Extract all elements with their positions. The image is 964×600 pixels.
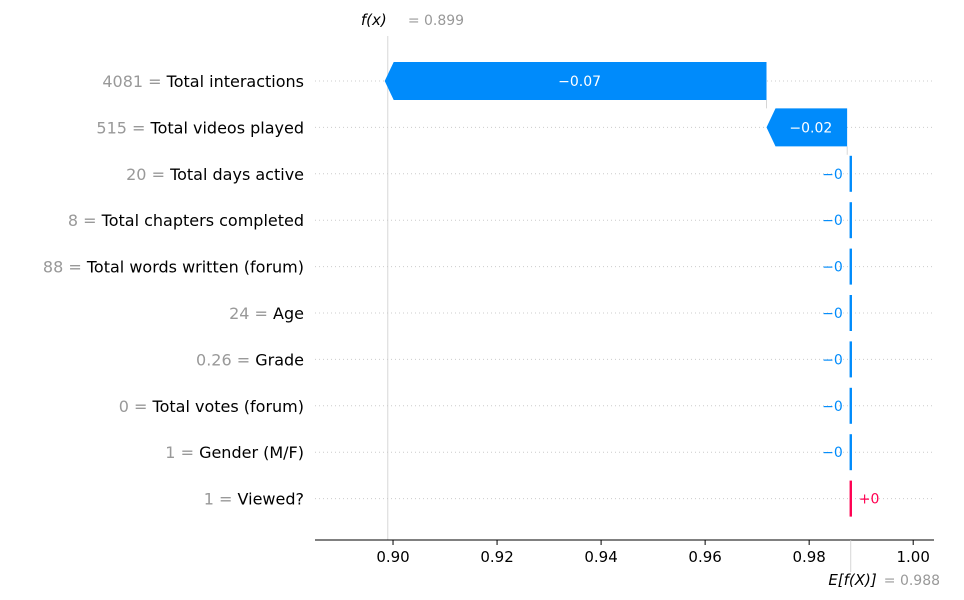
feature-value: 4081 = (102, 72, 166, 91)
contribution-value-label: −0 (822, 352, 843, 368)
contribution-value-label: −0 (822, 306, 843, 322)
contribution-value-label: −0 (822, 399, 843, 415)
contribution-bar (849, 202, 852, 239)
feature-value: 0 = (119, 397, 153, 416)
feature-name: Total chapters completed (101, 211, 304, 230)
contribution-bar (849, 480, 852, 517)
bar-layer (384, 62, 852, 517)
contribution-bar (849, 341, 852, 378)
contribution-value-label: −0 (822, 213, 843, 229)
base-value-value: = 0.988 (884, 573, 940, 589)
x-tick-label: 0.90 (376, 548, 409, 566)
x-tick-label: 0.98 (792, 548, 825, 566)
feature-label: 8 = Total chapters completed (68, 211, 304, 230)
feature-name: Age (273, 304, 304, 323)
contribution-bar (849, 387, 852, 424)
feature-value: 1 = (165, 443, 199, 462)
x-tick-label: 1.00 (896, 548, 929, 566)
contribution-value-label: +0 (859, 492, 880, 508)
feature-value: 88 = (43, 258, 87, 277)
feature-name: Total days active (169, 165, 304, 184)
feature-label: 20 = Total days active (126, 165, 304, 184)
x-tick-label: 0.96 (688, 548, 721, 566)
feature-value: 24 = (229, 304, 273, 323)
fx-label: f(x) (361, 11, 387, 29)
feature-value: 0.26 = (196, 350, 255, 369)
contribution-bar (384, 62, 767, 100)
contribution-bar (849, 248, 852, 285)
feature-name: Total votes (forum) (152, 397, 304, 416)
base-value-label: E[f(X)] (828, 571, 877, 589)
feature-label: 4081 = Total interactions (102, 72, 304, 91)
fx-value: = 0.899 (408, 13, 464, 29)
feature-label: 88 = Total words written (forum) (43, 258, 304, 277)
feature-label-layer: 4081 = Total interactions −0.07 515 = Tota… (43, 72, 879, 509)
feature-label: 0.26 = Grade (196, 350, 304, 369)
fx-annotation: f(x) = 0.899 (361, 11, 464, 29)
contribution-bar (849, 295, 852, 331)
feature-value: 1 = (204, 490, 238, 509)
feature-name: Viewed? (238, 490, 304, 509)
feature-label: 0 = Total votes (forum) (119, 397, 304, 416)
feature-value: 515 = (96, 118, 150, 137)
grid-layer (315, 36, 934, 540)
x-axis: 0.90 0.92 0.94 0.96 0.98 1.00 (315, 539, 934, 572)
feature-label: 515 = Total videos played (96, 118, 304, 137)
contribution-value-label: −0 (822, 260, 843, 276)
contribution-value-label: −0.02 (789, 120, 832, 136)
contribution-bar (766, 108, 848, 147)
feature-name: Total videos played (150, 118, 304, 137)
feature-label: 24 = Age (229, 304, 304, 323)
x-tick-label: 0.92 (480, 548, 513, 566)
feature-name: Grade (255, 350, 304, 369)
base-value-annotation: E[f(X)] = 0.988 (828, 571, 940, 589)
feature-label: 1 = Gender (M/F) (165, 443, 304, 462)
contribution-bar (849, 434, 852, 471)
feature-name: Total interactions (166, 72, 304, 91)
feature-name: Total words written (forum) (86, 258, 304, 277)
contribution-value-label: −0 (822, 167, 843, 183)
feature-value: 20 = (126, 165, 170, 184)
contribution-value-label: −0 (822, 445, 843, 461)
contribution-value-label: −0.07 (558, 74, 601, 90)
feature-name: Gender (M/F) (199, 443, 304, 462)
feature-value: 8 = (68, 211, 102, 230)
feature-label: 1 = Viewed? (204, 490, 304, 509)
x-tick-label: 0.94 (584, 548, 617, 566)
contribution-bar (849, 155, 852, 192)
